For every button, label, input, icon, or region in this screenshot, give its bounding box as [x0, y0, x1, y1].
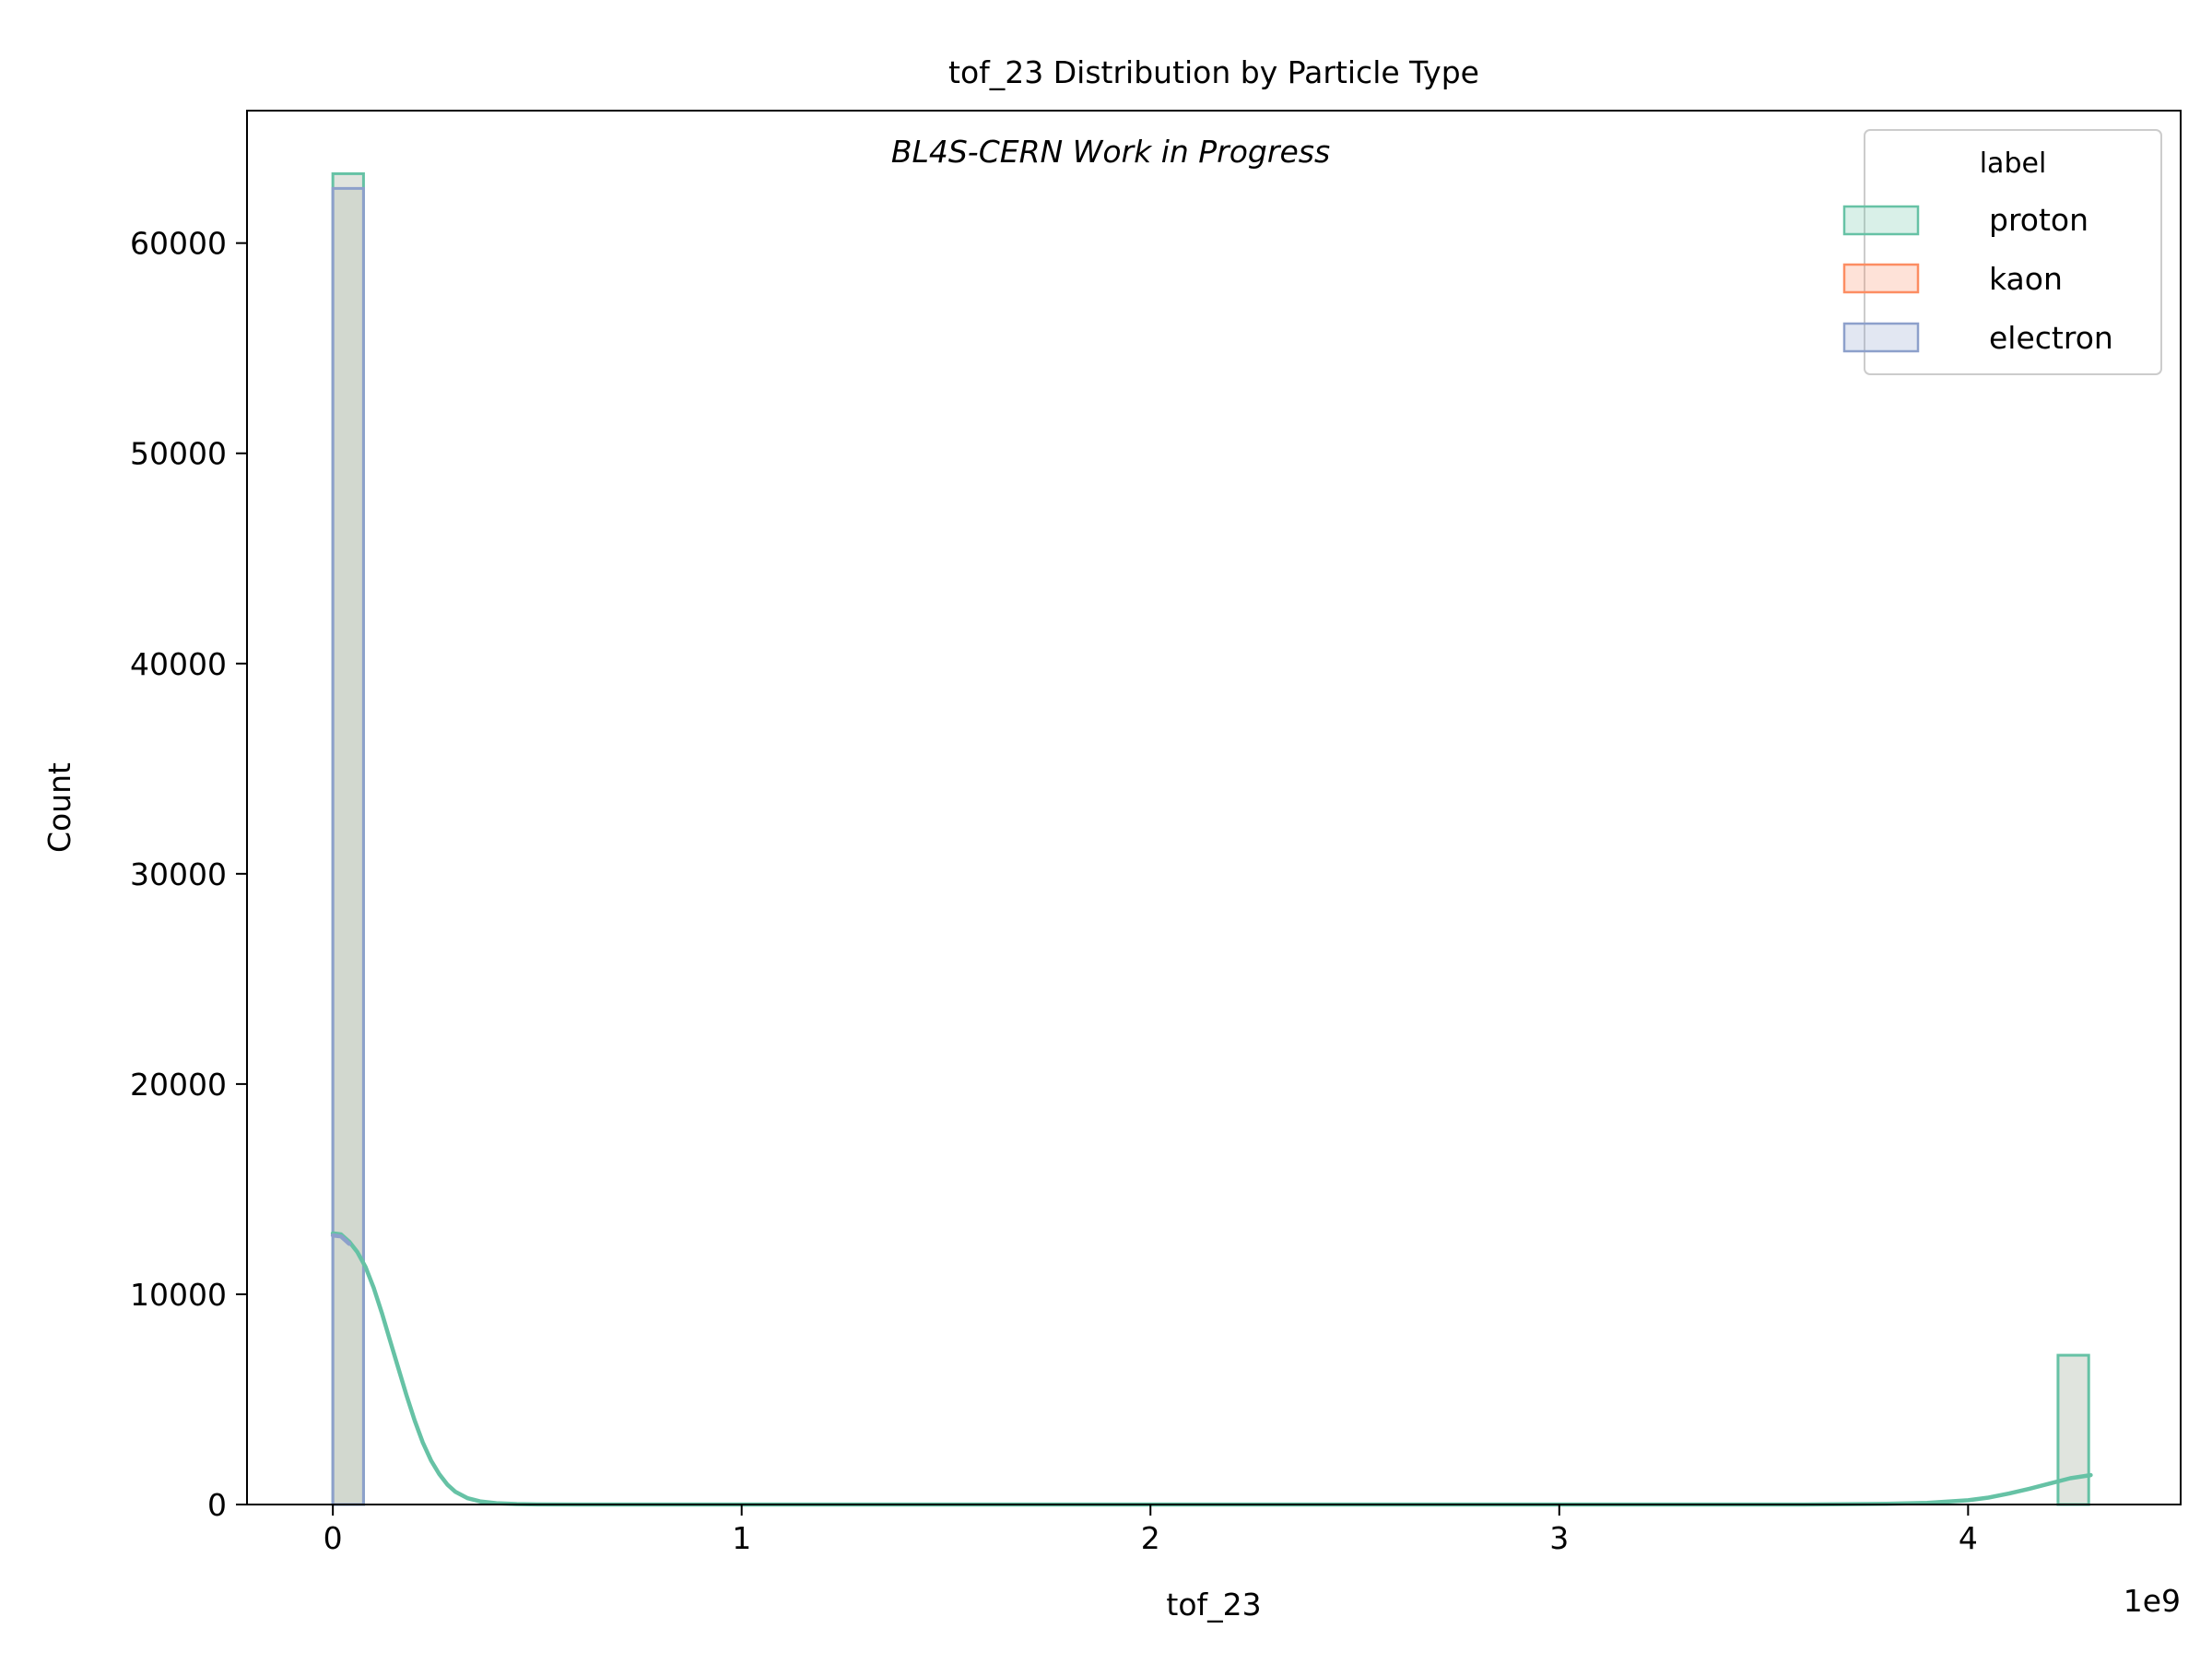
legend-entry-electron: electron	[1989, 320, 2113, 356]
plot-frame	[246, 110, 2182, 1505]
kde-line-proton	[330, 1231, 2093, 1507]
x-tick-label-3: 3	[1549, 1520, 1569, 1556]
watermark-label: BL4S-CERN Work in Progress	[891, 134, 1330, 170]
plot-area	[330, 171, 2093, 1507]
x-tick-label-4: 4	[1959, 1520, 1978, 1556]
chart-title: tof_23 Distribution by Particle Type	[948, 54, 1479, 90]
y-axis-label: Count	[41, 762, 77, 853]
x-tick-label-2: 2	[1141, 1520, 1160, 1556]
y-tick-label-4: 40000	[130, 646, 227, 682]
legend-box	[1864, 129, 2162, 375]
x-tick-label-0: 0	[324, 1520, 343, 1556]
x-tick-label-1: 1	[732, 1520, 751, 1556]
bar-electron-0	[331, 186, 365, 1506]
x-axis-offset-label: 1e9	[2124, 1583, 2181, 1619]
legend-swatch-kaon	[1842, 263, 1920, 294]
y-tick-label-0: 0	[207, 1487, 227, 1523]
y-tick-label-6: 60000	[130, 226, 227, 262]
x-axis: 0 1 2 3 4	[324, 1505, 1978, 1556]
legend-swatch-proton	[1842, 205, 1920, 236]
legend-swatch-electron	[1842, 322, 1920, 353]
x-axis-label: tof_23	[1166, 1587, 1261, 1623]
y-tick-label-5: 50000	[130, 436, 227, 472]
legend-entry-proton: proton	[1989, 202, 2088, 238]
y-tick-label-2: 20000	[130, 1067, 227, 1103]
y-tick-label-3: 30000	[130, 856, 227, 892]
y-axis: 0 10000 20000 30000 40000 50000 60000	[130, 226, 247, 1523]
legend-title: label	[1980, 148, 2047, 180]
y-tick-label-1: 10000	[130, 1277, 227, 1313]
kde-line-electron	[330, 1233, 352, 1246]
legend-entry-kaon: kaon	[1989, 261, 2063, 297]
legend: label proton kaon electron	[1842, 129, 2162, 375]
